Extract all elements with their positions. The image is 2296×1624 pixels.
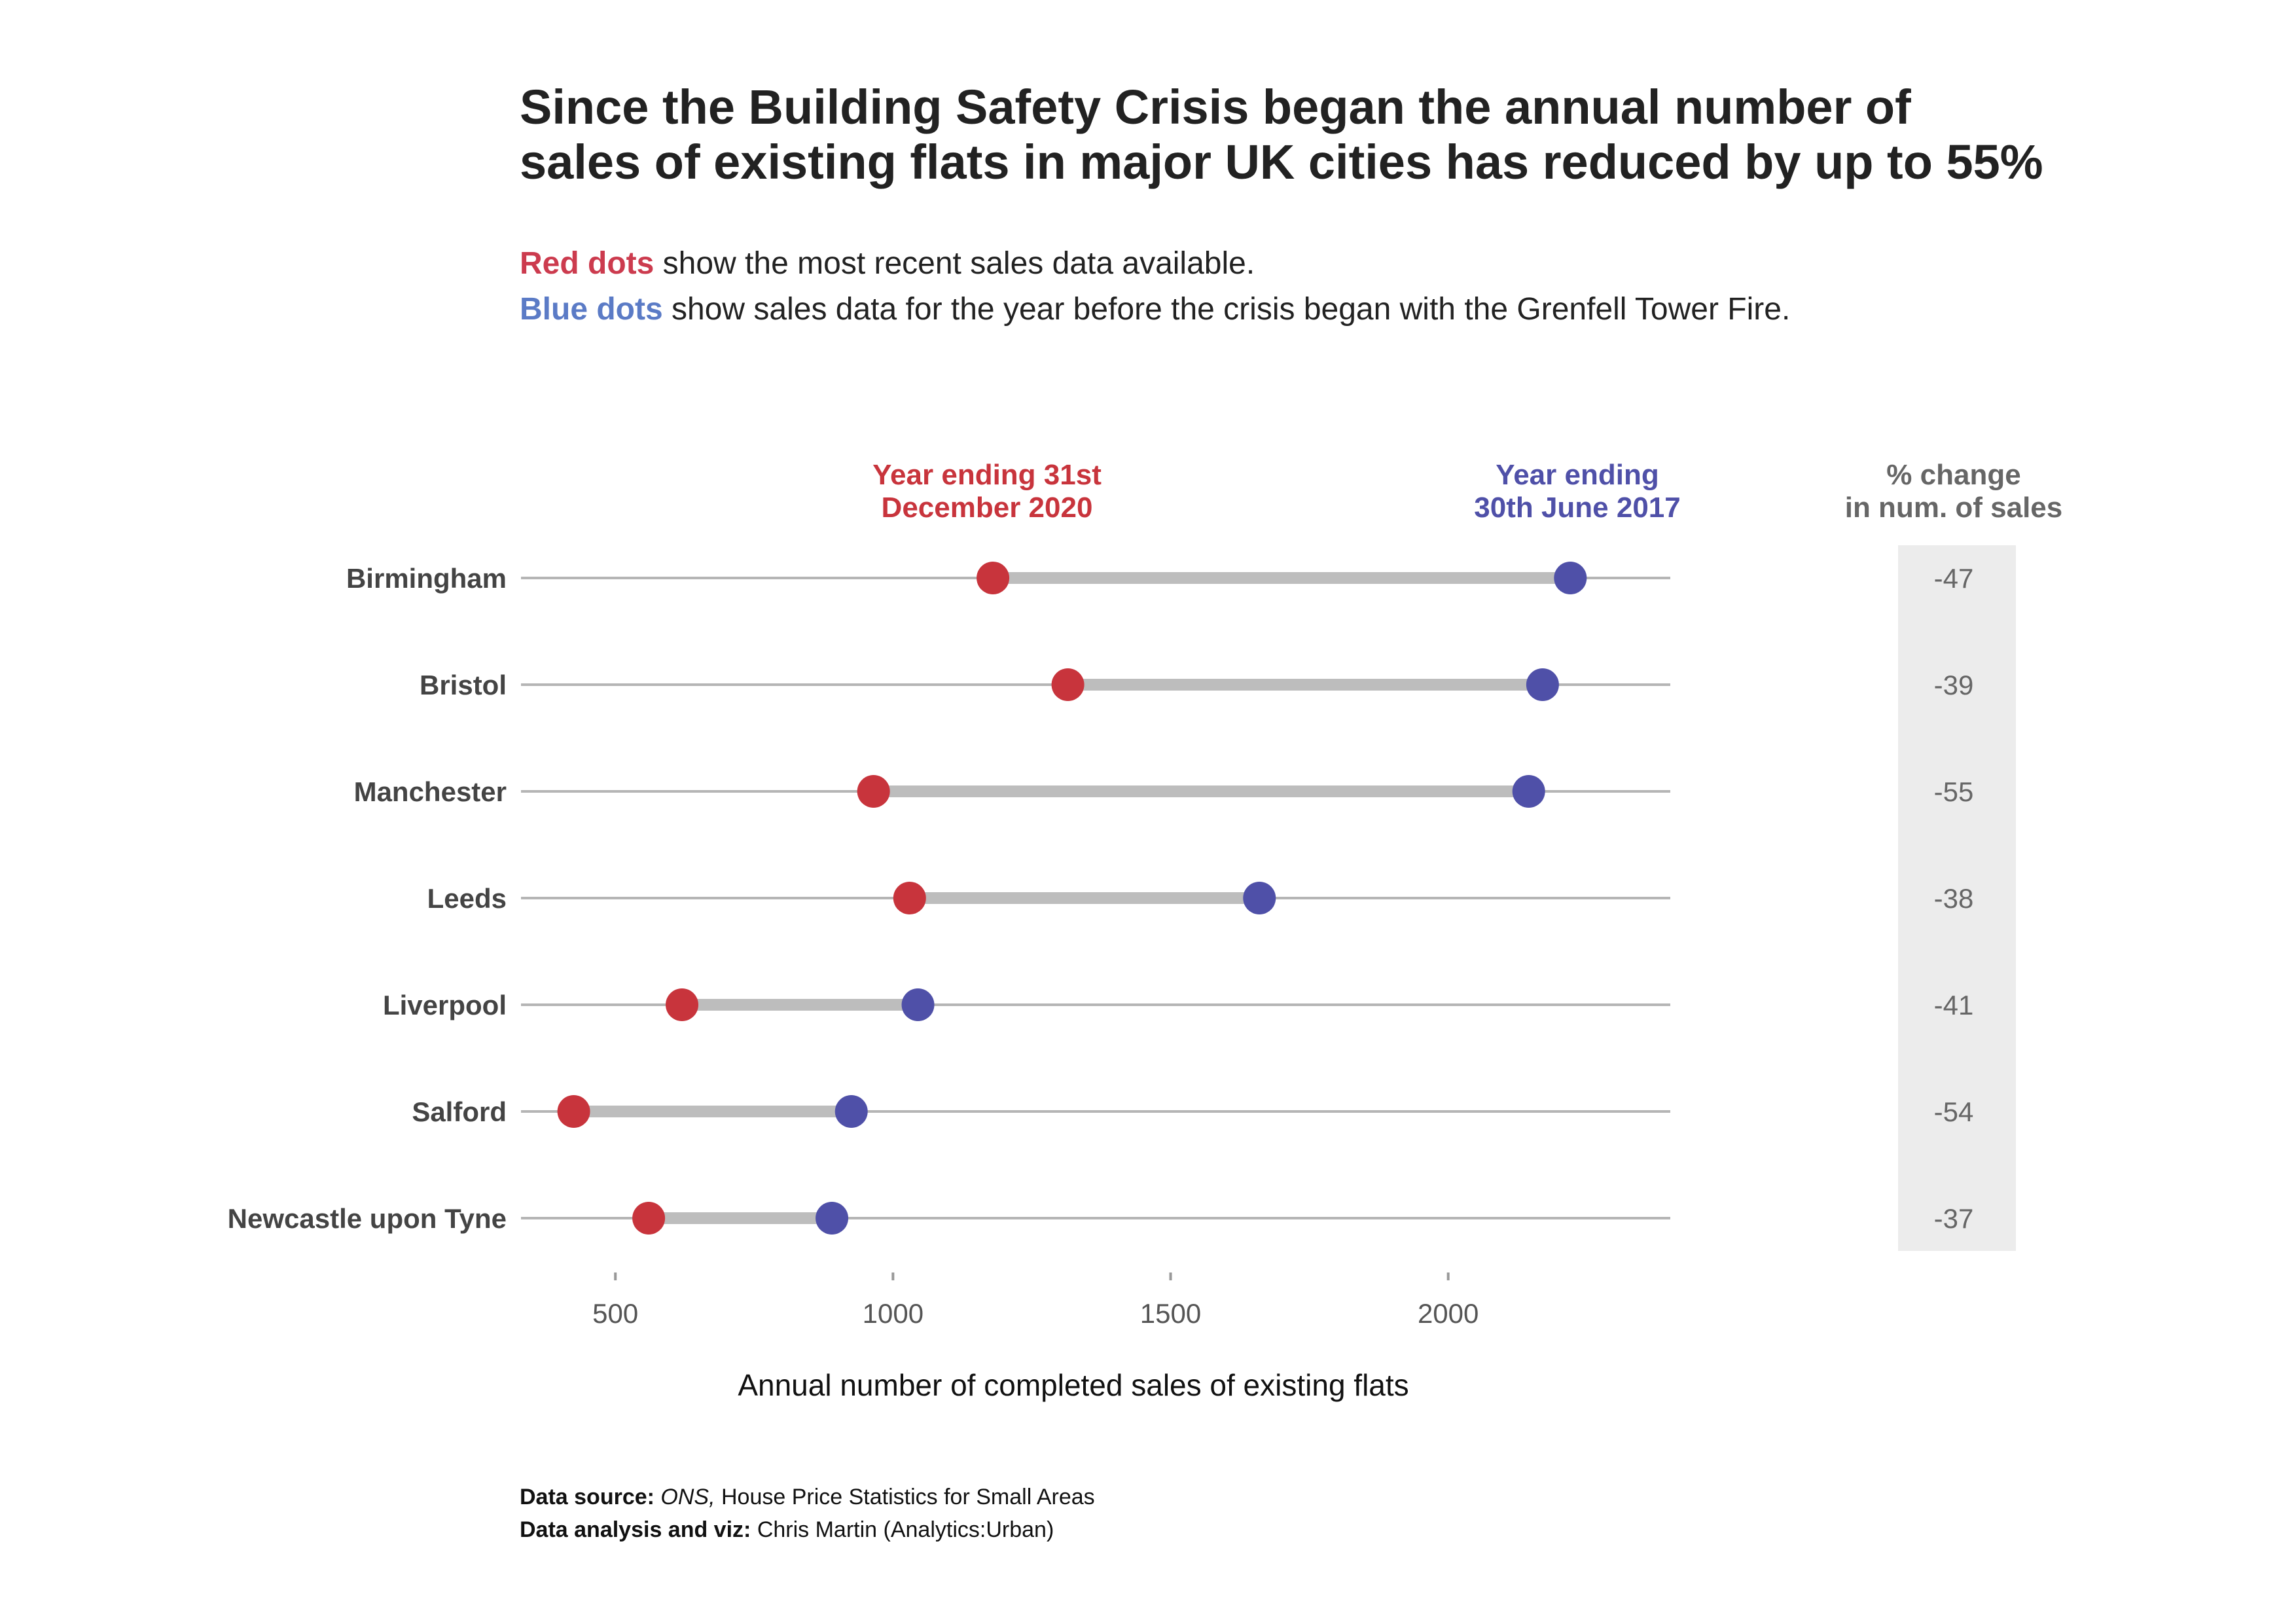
pct-change-value: -38 [1934, 883, 1974, 914]
city-label: Salford [412, 1096, 507, 1127]
before-crisis-sales-dot [901, 988, 935, 1021]
pct-change-value: -37 [1934, 1203, 1974, 1234]
pct-change-value: -55 [1934, 776, 1974, 807]
before-crisis-sales-dot [1526, 668, 1559, 701]
footer-analysis: Data analysis and viz: Chris Martin (Ana… [520, 1513, 1095, 1546]
pct-change-panel [1898, 545, 2016, 1251]
pct-change-value: -39 [1934, 670, 1974, 700]
title-line-1: Since the Building Safety Crisis began t… [520, 80, 1911, 134]
city-label: Newcastle upon Tyne [228, 1203, 507, 1234]
blue-dots-term: Blue dots [520, 292, 663, 327]
title-line-2: sales of existing flats in major UK citi… [520, 135, 2043, 189]
city-label: Birmingham [346, 563, 507, 594]
series-header-before-line-1: Year ending [1496, 459, 1659, 491]
x-tick-label: 1500 [1140, 1298, 1201, 1329]
city-label: Bristol [420, 670, 507, 700]
recent-sales-dot [632, 1202, 666, 1235]
series-header-recent-line-1: Year ending 31st [872, 459, 1102, 491]
x-tick-label: 500 [592, 1298, 638, 1329]
chart-footer: Data source: ONS, House Price Statistics… [520, 1481, 1095, 1546]
city-label: Liverpool [383, 990, 507, 1020]
recent-sales-dot [1051, 668, 1085, 701]
city-label: Manchester [354, 776, 507, 807]
footer-analysis-text: Chris Martin (Analytics:Urban) [751, 1517, 1054, 1542]
recent-sales-dot [893, 882, 926, 914]
chart-title: Since the Building Safety Crisis began t… [520, 80, 2221, 190]
x-tick-label: 2000 [1418, 1298, 1479, 1329]
recent-sales-dot [977, 562, 1010, 594]
footer-source: Data source: ONS, House Price Statistics… [520, 1481, 1095, 1513]
recent-sales-dot [557, 1095, 590, 1128]
chart-subtitle: Red dots show the most recent sales data… [520, 241, 2221, 333]
before-crisis-sales-dot [1512, 775, 1545, 808]
recent-sales-dot [857, 775, 890, 808]
footer-source-text: House Price Statistics for Small Areas [715, 1485, 1095, 1509]
before-crisis-sales-dot [1243, 882, 1276, 914]
pct-change-value: -41 [1934, 990, 1974, 1020]
red-dots-text: show the most recent sales data availabl… [654, 246, 1255, 281]
recent-sales-dot [666, 988, 699, 1021]
x-tick-label: 1000 [863, 1298, 924, 1329]
red-dots-term: Red dots [520, 246, 655, 281]
before-crisis-sales-dot [816, 1202, 849, 1235]
footer-analysis-label: Data analysis and viz: [520, 1517, 751, 1542]
subtitle-line-red: Red dots show the most recent sales data… [520, 241, 2221, 287]
x-axis-title: Annual number of completed sales of exis… [738, 1368, 1408, 1402]
pct-change-value: -54 [1934, 1096, 1974, 1127]
city-label: Leeds [427, 883, 507, 914]
before-crisis-sales-dot [1554, 562, 1587, 594]
pct-change-value: -47 [1934, 563, 1974, 594]
pct-header-line-2: in num. of sales [1845, 492, 2063, 524]
pct-header-line-1: % change [1886, 459, 2020, 491]
series-header-recent-line-2: December 2020 [882, 492, 1093, 524]
footer-source-label: Data source: [520, 1485, 655, 1509]
subtitle-line-blue: Blue dots show sales data for the year b… [520, 287, 2221, 333]
blue-dots-text: show sales data for the year before the … [662, 292, 1791, 327]
footer-source-org: ONS, [660, 1485, 715, 1509]
series-header-before-line-2: 30th June 2017 [1474, 492, 1681, 524]
before-crisis-sales-dot [834, 1095, 868, 1128]
